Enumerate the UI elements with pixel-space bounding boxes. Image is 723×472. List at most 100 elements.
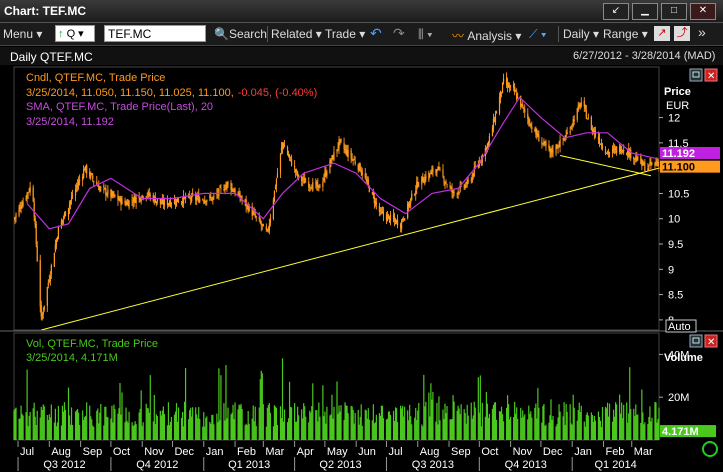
volume-bar bbox=[43, 406, 45, 440]
candle-body bbox=[658, 162, 659, 167]
volume-bar bbox=[64, 409, 67, 440]
volume-bar bbox=[159, 410, 161, 440]
volume-bar bbox=[337, 413, 339, 440]
candle-body bbox=[587, 117, 589, 119]
candle-body bbox=[75, 186, 78, 188]
volume-bar bbox=[234, 402, 236, 440]
candle-body bbox=[28, 190, 30, 192]
volume-bar bbox=[506, 395, 509, 440]
price-tick-label: 8.5 bbox=[668, 290, 683, 302]
candle-body bbox=[509, 86, 511, 88]
volume-bar bbox=[492, 404, 495, 440]
volume-bar bbox=[286, 422, 289, 440]
volume-bar bbox=[156, 416, 158, 440]
candle-body bbox=[428, 172, 430, 181]
volume-bar bbox=[140, 390, 142, 440]
month-label: Dec bbox=[174, 446, 194, 458]
candle-body bbox=[176, 197, 179, 202]
month-label: Mar bbox=[634, 446, 653, 458]
volume-bar bbox=[563, 402, 565, 440]
volume-bar bbox=[227, 407, 229, 440]
candle-body bbox=[275, 179, 278, 187]
volume-bar bbox=[422, 426, 424, 440]
volume-bar bbox=[439, 420, 441, 440]
quarter-label: Q3 2012 bbox=[43, 459, 85, 471]
volume-bar bbox=[616, 404, 618, 440]
related-button[interactable]: Related ▾ bbox=[271, 27, 322, 41]
candle-body bbox=[32, 187, 34, 202]
ric-input[interactable]: TEF.MC bbox=[104, 25, 206, 42]
candle-body bbox=[259, 220, 261, 224]
volume-bar bbox=[524, 414, 526, 440]
volume-bar bbox=[103, 425, 105, 440]
candle-body bbox=[311, 188, 313, 190]
volume-bar bbox=[149, 375, 151, 440]
candle-body bbox=[396, 219, 399, 226]
volume-bar bbox=[423, 374, 425, 440]
candle-body bbox=[281, 142, 284, 149]
trade-button[interactable]: Trade ▾ bbox=[325, 27, 366, 41]
candle-body bbox=[604, 149, 607, 154]
candle-body bbox=[161, 199, 163, 203]
candle-body bbox=[41, 314, 43, 319]
volume-bar bbox=[74, 411, 77, 440]
volume-bar bbox=[517, 418, 519, 440]
candlestick-type-icon[interactable]: ⫼ ▾ bbox=[418, 27, 433, 41]
candle-body bbox=[359, 164, 361, 172]
volume-bar bbox=[213, 424, 215, 440]
overflow-chevron-icon[interactable]: » bbox=[698, 24, 706, 40]
candle-body bbox=[280, 147, 283, 153]
menu-label: Menu bbox=[3, 27, 34, 41]
volume-bar bbox=[273, 405, 276, 440]
volume-bar bbox=[493, 402, 496, 440]
volume-bar bbox=[351, 406, 353, 440]
menu-button[interactable]: Menu ▾ bbox=[3, 27, 43, 41]
candle-body bbox=[50, 265, 52, 275]
chart-style-icon[interactable]: ↗ bbox=[654, 26, 670, 41]
volume-bar bbox=[32, 408, 34, 440]
candle-body bbox=[573, 119, 575, 122]
candle-body bbox=[63, 213, 66, 218]
volume-bar bbox=[622, 418, 624, 440]
candle-body bbox=[556, 144, 558, 149]
restore-down-button[interactable]: ↙ bbox=[603, 3, 629, 20]
candle-body bbox=[177, 201, 180, 203]
volume-bar bbox=[14, 408, 16, 440]
candle-body bbox=[628, 149, 630, 157]
volume-bar bbox=[593, 416, 595, 440]
volume-bar bbox=[232, 404, 234, 440]
drawing-tool-icon[interactable]: ⟋ ▾ bbox=[529, 27, 547, 41]
candle-body bbox=[626, 153, 628, 155]
volume-bar bbox=[69, 424, 72, 440]
undo-icon[interactable]: ↶ bbox=[370, 25, 382, 41]
candle-body bbox=[206, 199, 208, 202]
quote-type-select[interactable]: ↑ Q ▾ bbox=[55, 25, 95, 42]
compare-icon[interactable]: ⤴ bbox=[674, 26, 690, 41]
candle-body bbox=[473, 167, 475, 177]
volume-bar bbox=[449, 419, 451, 440]
candle-body bbox=[549, 146, 551, 153]
candle-body bbox=[156, 199, 158, 202]
price-tick-label: 12 bbox=[668, 113, 680, 125]
close-window-button[interactable]: ✕ bbox=[690, 3, 716, 20]
analysis-button[interactable]: 〰 Analysis ▾ bbox=[452, 29, 522, 43]
volume-bar bbox=[499, 411, 502, 440]
candle-body bbox=[85, 165, 87, 171]
minimize-button[interactable]: ▁ bbox=[632, 3, 658, 20]
interval-select[interactable]: Daily ▾ bbox=[563, 27, 600, 41]
volume-bar bbox=[110, 418, 112, 440]
volume-bar bbox=[182, 426, 185, 440]
range-select[interactable]: Range ▾ bbox=[603, 27, 648, 41]
volume-bar bbox=[358, 424, 360, 440]
candle-body bbox=[635, 156, 637, 161]
candle-body bbox=[599, 144, 602, 145]
candle-body bbox=[583, 100, 585, 107]
volume-bar bbox=[494, 402, 497, 440]
maximize-button[interactable]: □ bbox=[661, 3, 687, 20]
redo-icon[interactable]: ↷ bbox=[393, 25, 405, 41]
volume-bar bbox=[463, 409, 465, 440]
search-button[interactable]: 🔍Search bbox=[214, 27, 267, 41]
volume-bar bbox=[126, 420, 128, 440]
candle-body bbox=[100, 187, 102, 189]
